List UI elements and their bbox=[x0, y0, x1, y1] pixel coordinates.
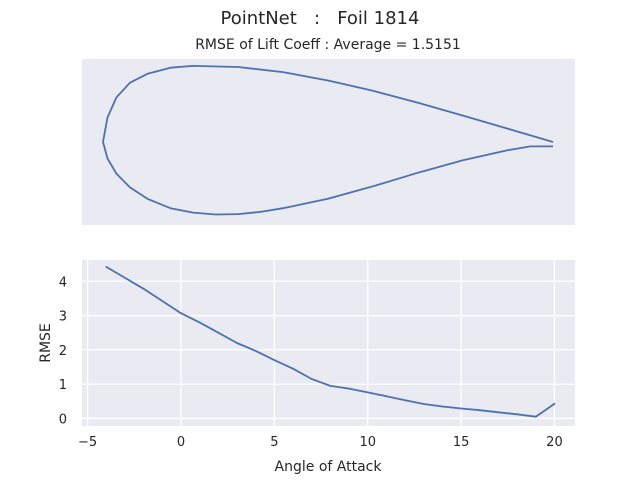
airfoil-axes-background bbox=[82, 59, 575, 225]
y-tick-label: 0 bbox=[59, 412, 67, 427]
x-tick-label: 10 bbox=[359, 435, 376, 450]
rmse-data-point bbox=[180, 312, 182, 315]
rmse-data-point bbox=[198, 321, 201, 324]
rmse-points bbox=[105, 266, 556, 418]
rmse-data-point bbox=[422, 403, 425, 405]
rmse-grid bbox=[82, 260, 575, 426]
rmse-data-point bbox=[460, 407, 462, 410]
x-tick-label: 5 bbox=[270, 435, 278, 450]
rmse-data-point bbox=[273, 359, 276, 361]
rmse-data-point bbox=[348, 387, 350, 390]
top-axes-title: RMSE of Lift Coeff : Average = 1.5151 bbox=[195, 37, 461, 53]
airfoil-profile-line bbox=[102, 65, 554, 216]
rmse-data-point bbox=[329, 385, 332, 387]
rmse-data-point bbox=[497, 411, 500, 414]
rmse-data-point bbox=[105, 266, 108, 268]
y-tick-label: 2 bbox=[59, 344, 67, 359]
rmse-data-point bbox=[404, 399, 406, 402]
x-tick-label: 15 bbox=[453, 435, 470, 450]
airfoil-axes bbox=[82, 59, 575, 225]
rmse-data-point bbox=[516, 413, 518, 416]
figure-suptitle: PointNet : Foil 1814 bbox=[221, 8, 420, 29]
y-tick-label: 3 bbox=[59, 310, 67, 325]
rmse-data-point bbox=[236, 342, 238, 344]
rmse-data-point bbox=[385, 395, 388, 398]
y-axis-label: RMSE bbox=[38, 323, 54, 363]
rmse-data-point bbox=[292, 367, 294, 370]
rmse-data-point bbox=[366, 391, 369, 394]
y-tick-label: 1 bbox=[59, 378, 67, 393]
x-tick-label: 0 bbox=[177, 435, 185, 450]
x-tick-label: 20 bbox=[546, 435, 563, 450]
rmse-data-point bbox=[441, 405, 444, 408]
rmse-data-point bbox=[534, 415, 537, 418]
rmse-data-point bbox=[142, 287, 145, 290]
y-tick-label: 4 bbox=[59, 275, 67, 290]
rmse-axes-background bbox=[82, 260, 575, 426]
y-tick-labels: 0 1 2 3 4 bbox=[59, 275, 67, 427]
x-tick-label: −5 bbox=[78, 435, 97, 450]
rmse-axes: −5 0 5 10 15 20 0 1 2 3 4 Angle of Attack RMSE bbox=[38, 260, 575, 475]
x-tick-labels: −5 0 5 10 15 20 bbox=[78, 435, 563, 450]
x-axis-label: Angle of Attack bbox=[275, 459, 383, 475]
rmse-data-point bbox=[217, 331, 220, 334]
rmse-data-point bbox=[478, 409, 481, 412]
rmse-data-point bbox=[553, 402, 556, 405]
rmse-data-point bbox=[310, 378, 313, 380]
rmse-data-point bbox=[254, 350, 257, 352]
